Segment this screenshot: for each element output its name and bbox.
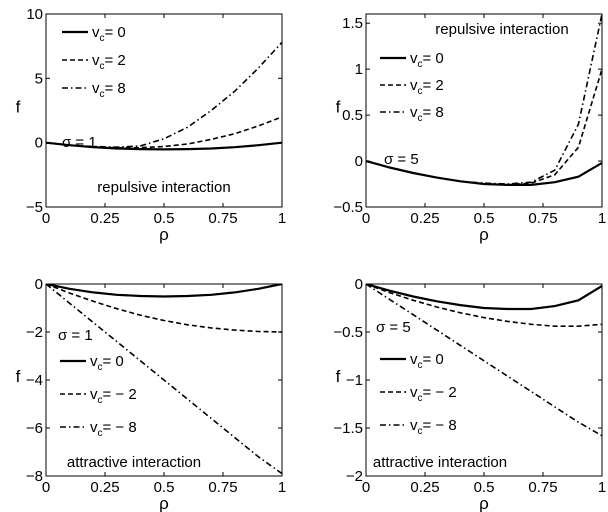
y-tick-label: 0 — [355, 276, 363, 293]
series-line-dashdot — [366, 284, 602, 437]
x-tick-label: 0 — [362, 210, 370, 227]
legend-label: vc= 2 — [92, 52, 126, 72]
x-tick-label: 0.75 — [208, 210, 237, 227]
legend-label: vc= − 8 — [90, 419, 137, 439]
annotation-text: σ = 5 — [376, 319, 411, 336]
legend-label: vc= − 2 — [90, 386, 137, 406]
x-tick-label: 0.25 — [410, 479, 439, 496]
x-axis-label: ρ — [159, 494, 169, 512]
y-axis-label: f — [16, 98, 21, 117]
y-tick-label: −0.5 — [333, 199, 363, 216]
series-line-dashdot — [366, 14, 602, 185]
y-tick-label: 0.5 — [342, 107, 363, 124]
x-tick-label: 0.75 — [528, 479, 557, 496]
x-tick-label: 0.75 — [528, 210, 557, 227]
series-line-dashdot — [46, 41, 282, 149]
panel-4: 0 0.25 0.5 0.75 1 −2 −1.5 −1 −0.5 0 ρ f vc= 0 vc= − 2… — [333, 276, 606, 512]
annotation-text: repulsive interaction — [435, 21, 568, 38]
plot-frame — [365, 13, 603, 208]
x-tick-label: 1 — [598, 479, 606, 496]
series-line-solid — [366, 284, 602, 311]
x-axis-label: ρ — [479, 225, 489, 244]
annotation-text: attractive interaction — [67, 454, 201, 471]
annotation-text: σ = 5 — [384, 151, 419, 168]
annotation-text: repulsive interaction — [97, 179, 230, 196]
panel-3: 0 0.25 0.5 0.75 1 −8 −6 −4 −2 0 ρ f vc= 0 vc= − 2 vc= … — [16, 276, 287, 512]
y-axis-label: f — [16, 367, 21, 386]
legend-label: vc= 2 — [410, 77, 444, 97]
y-tick-label: 1.5 — [342, 15, 363, 32]
y-tick-label: 0 — [35, 276, 43, 293]
legend-label: vc= 0 — [90, 353, 124, 373]
plot-frame — [365, 283, 603, 477]
x-tick-label: 0 — [362, 479, 370, 496]
y-tick-label: −6 — [26, 420, 43, 437]
legend-label: vc= 0 — [92, 24, 126, 44]
series-line-dashed — [46, 284, 282, 333]
x-tick-label: 1 — [278, 479, 286, 496]
y-tick-label: 5 — [35, 70, 43, 87]
series-line-dashdot — [46, 284, 282, 475]
legend-label: vc= 8 — [92, 80, 126, 100]
x-axis-label: ρ — [479, 494, 489, 512]
legend-label: vc= 0 — [410, 351, 444, 371]
y-axis-label: f — [336, 98, 341, 117]
legend-label: vc= − 8 — [410, 417, 457, 437]
x-tick-label: 0.25 — [90, 210, 119, 227]
x-tick-label: 0.5 — [154, 479, 175, 496]
legend-label: vc= 0 — [410, 50, 444, 70]
x-tick-label: 0 — [42, 479, 50, 496]
y-tick-label: −4 — [26, 372, 43, 389]
x-tick-label: 1 — [598, 210, 606, 227]
x-tick-label: 0.5 — [154, 210, 175, 227]
y-tick-label: −8 — [26, 468, 43, 485]
y-tick-label: −1.5 — [333, 420, 363, 437]
series-line-dashed — [366, 284, 602, 328]
x-tick-label: 1 — [278, 210, 286, 227]
series-line-solid — [46, 141, 282, 151]
x-tick-label: 0.5 — [474, 210, 495, 227]
annotation-text: attractive interaction — [373, 454, 507, 471]
y-tick-label: 10 — [26, 6, 43, 23]
annotation-text: σ = 1 — [62, 134, 97, 151]
x-tick-label: 0.5 — [474, 479, 495, 496]
y-tick-label: −0.5 — [333, 324, 363, 341]
y-tick-label: −2 — [26, 324, 43, 341]
x-tick-label: 0 — [42, 210, 50, 227]
y-tick-label: 1 — [355, 61, 363, 78]
legend-label: vc= 8 — [410, 104, 444, 124]
x-tick-label: 0.25 — [90, 479, 119, 496]
y-tick-label: 0 — [355, 153, 363, 170]
y-tick-label: 0 — [35, 135, 43, 152]
x-axis-label: ρ — [159, 225, 169, 244]
y-tick-label: −5 — [26, 199, 43, 216]
y-tick-label: −1 — [346, 372, 363, 389]
legend-label: vc= − 2 — [410, 384, 457, 404]
series-line-solid — [46, 284, 282, 298]
annotation-text: σ = 1 — [58, 327, 93, 344]
x-tick-label: 0.75 — [208, 479, 237, 496]
y-tick-label: −2 — [346, 468, 363, 485]
x-tick-label: 0.25 — [410, 210, 439, 227]
y-axis-label: f — [336, 367, 341, 386]
